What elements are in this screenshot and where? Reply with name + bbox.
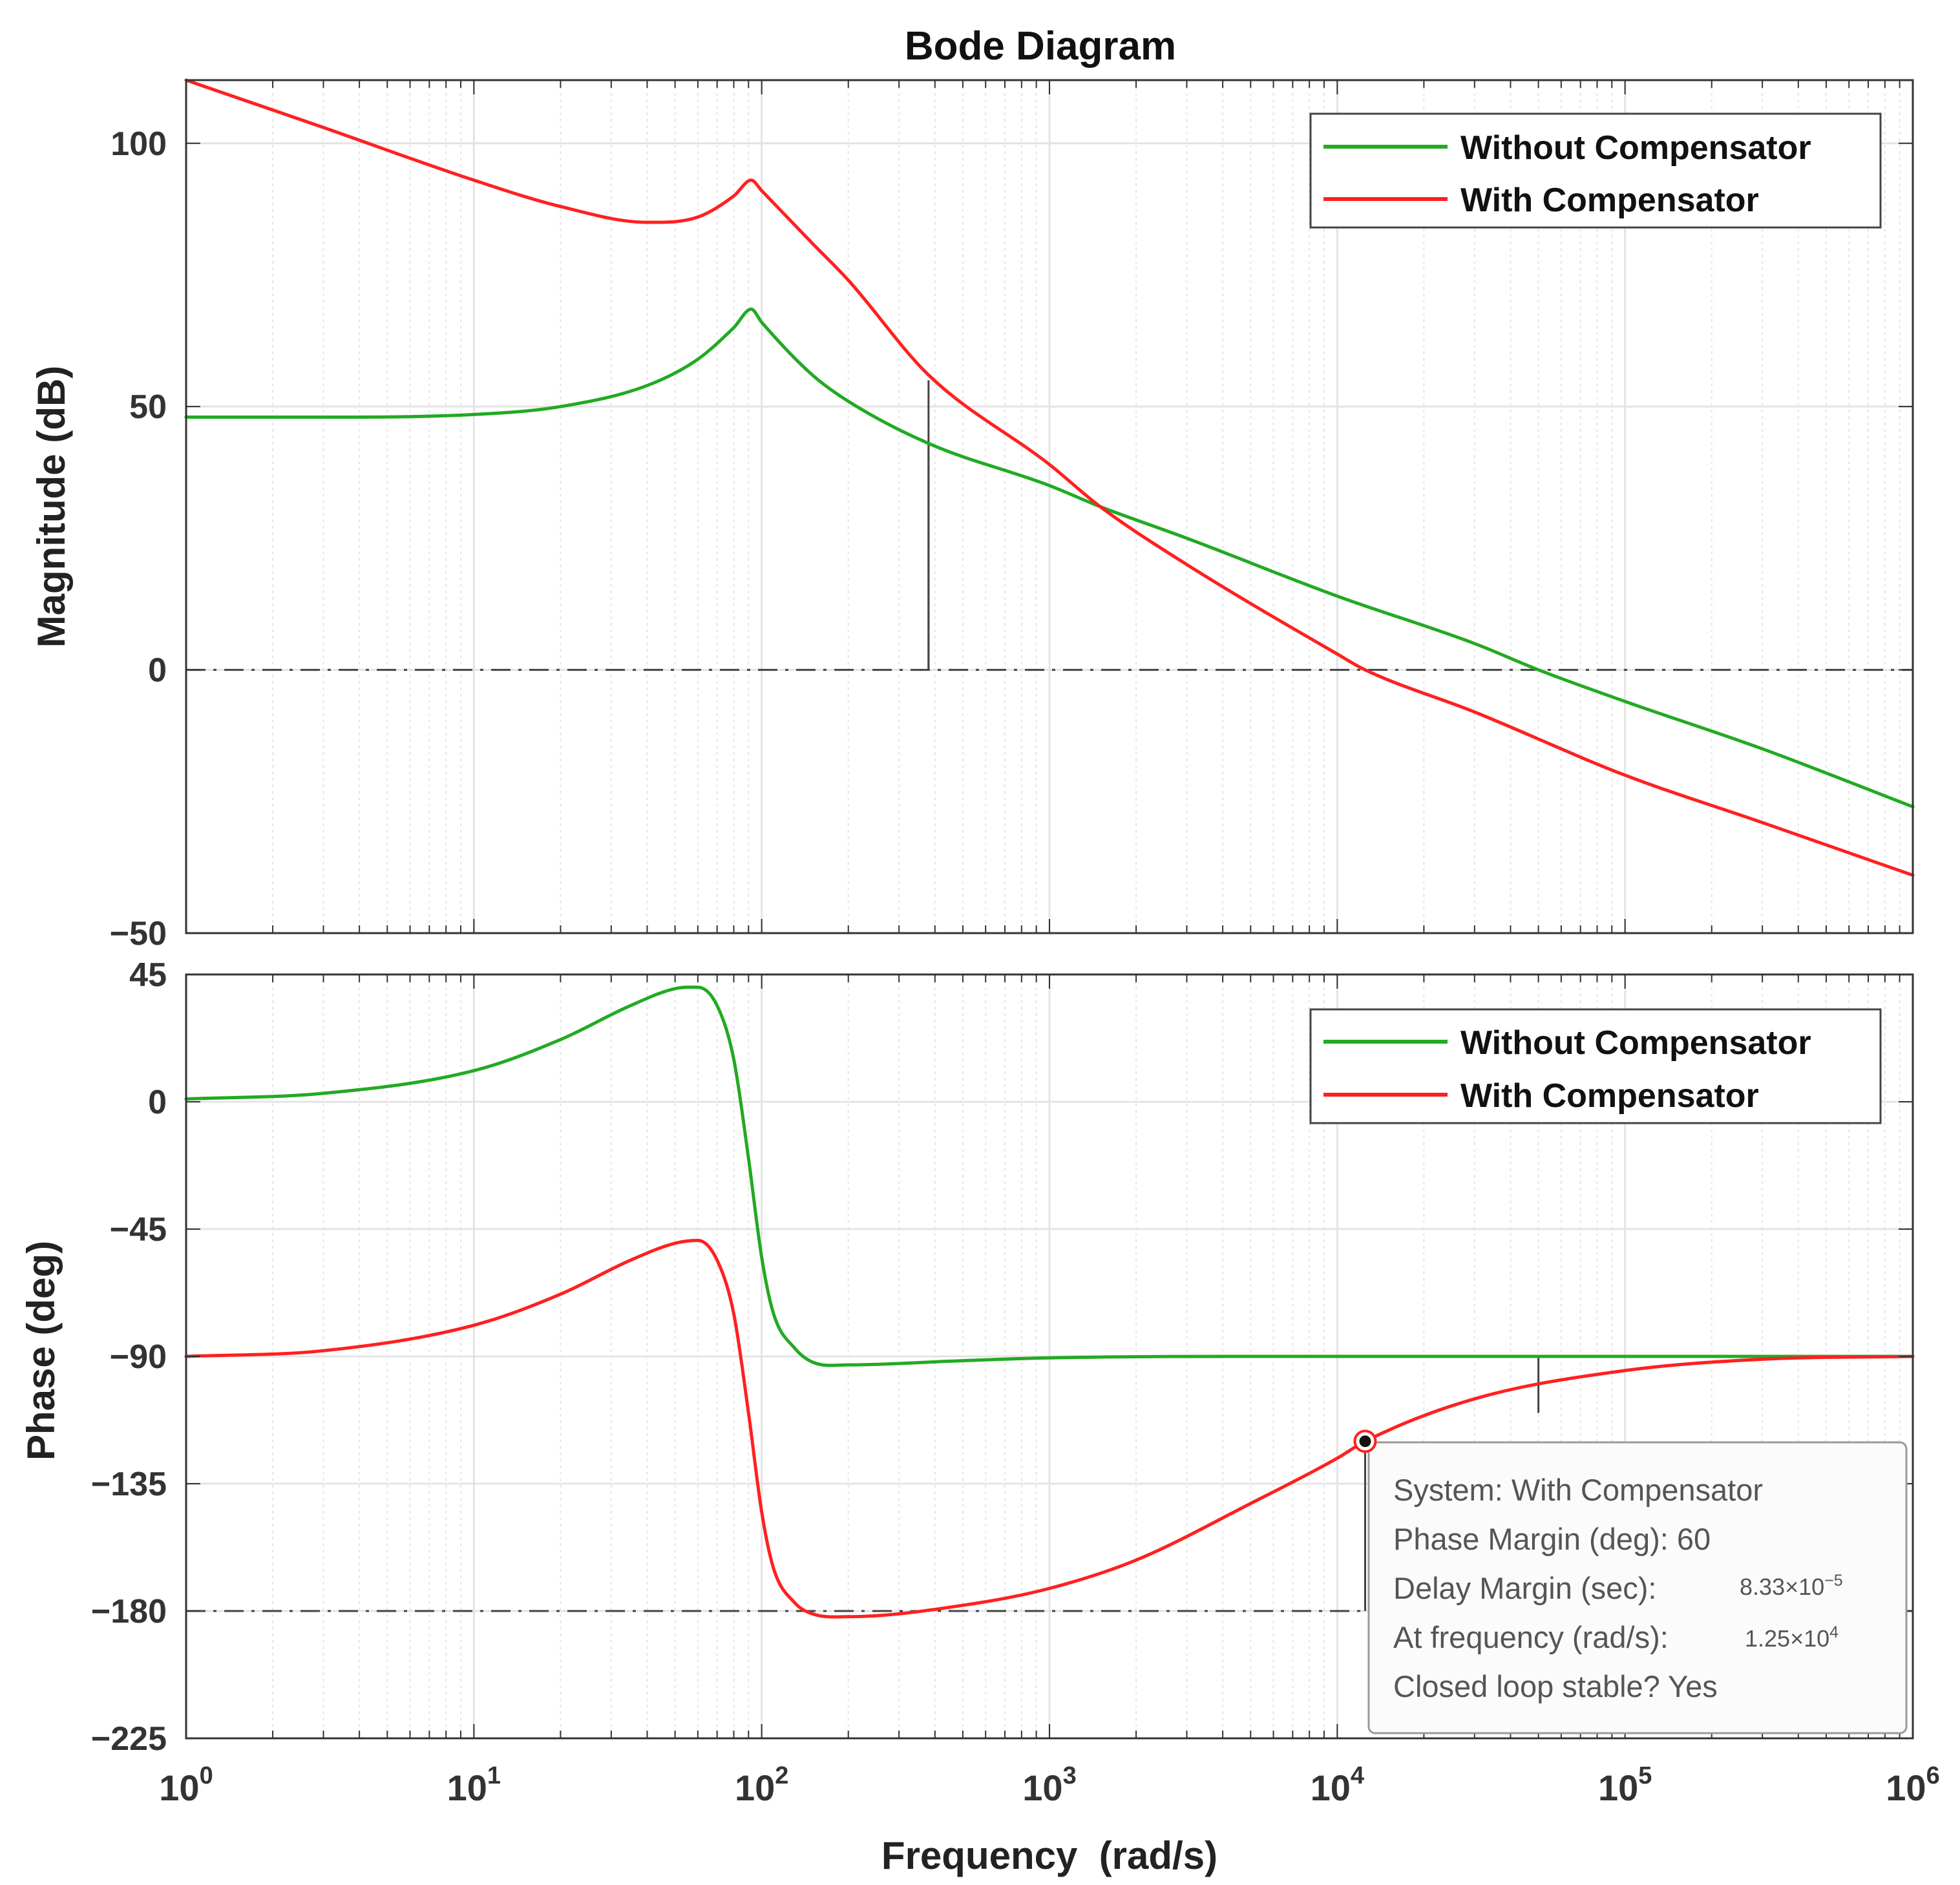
phase-ytick-labels: 45 0 −45 −90 −135 −180 −225 (91, 956, 167, 1758)
magnitude-legend-label-without: Without Compensator (1460, 129, 1811, 167)
magnitude-ylabel: Magnitude (dB) (30, 366, 73, 648)
phase-series (184, 985, 1915, 1619)
datatip-phase-margin: Phase Margin (deg): 60 (1393, 1522, 1711, 1556)
x-tick-exponent: 1 (487, 1762, 501, 1789)
y-tick-label: −180 (91, 1593, 167, 1630)
datatip-closed-loop-stable: Closed loop stable? Yes (1393, 1669, 1718, 1703)
figure-title: Bode Diagram (905, 24, 1176, 68)
y-tick-label: −225 (91, 1720, 167, 1758)
x-tick-base: 10 (1022, 1767, 1062, 1808)
datatip-marker-layer (1353, 1429, 1377, 1453)
phase-xtick-labels: 100 101 102 103 104 105 106 (159, 1762, 1939, 1808)
y-tick-label: 100 (111, 125, 167, 163)
datatip-frequency-exponent: 4 (1829, 1623, 1839, 1641)
phase-legend-label-without: Without Compensator (1460, 1024, 1811, 1062)
datatip-frequency-label: At frequency (rad/s): (1393, 1620, 1669, 1654)
phase-legend-label-with: With Compensator (1460, 1077, 1759, 1115)
magnitude-ticks (185, 80, 1913, 934)
x-tick-label: 105 (1598, 1762, 1652, 1808)
phase-ylabel: Phase (deg) (19, 1241, 63, 1460)
x-tick-label: 103 (1022, 1762, 1076, 1808)
datatip-box (1367, 1441, 1908, 1734)
datatip-marker-dot (1359, 1435, 1371, 1448)
x-tick-base: 10 (1886, 1767, 1926, 1808)
magnitude-legend: Without Compensator With Compensator (1309, 112, 1882, 229)
x-tick-base: 10 (159, 1767, 199, 1808)
with-compensator-phase-line[interactable] (184, 1239, 1915, 1619)
x-tick-exponent: 0 (200, 1762, 213, 1789)
magnitude-grid (186, 80, 1913, 933)
without-compensator-phase-line[interactable] (184, 985, 1915, 1367)
x-tick-label: 106 (1886, 1762, 1939, 1808)
phase-ticks (185, 974, 1913, 1739)
with-compensator-magnitude-line[interactable] (184, 78, 1915, 877)
datatip-frequency-value: 1.25×104 (1745, 1623, 1839, 1652)
x-tick-exponent: 6 (1926, 1762, 1940, 1789)
datatip-delay-margin-label: Delay Margin (sec): (1393, 1571, 1656, 1605)
y-tick-label: −45 (110, 1211, 167, 1248)
phase-panel: 450−45−90−135−180−225 100 101 102 103 104 105… (19, 956, 1940, 1877)
y-tick-label: 45 (129, 956, 167, 994)
x-tick-base: 10 (447, 1767, 487, 1808)
datatip-delay-margin-value: 8.33×10−5 (1740, 1572, 1843, 1600)
x-tick-exponent: 3 (1063, 1762, 1077, 1789)
y-tick-label: −135 (91, 1466, 167, 1503)
x-tick-exponent: 2 (775, 1762, 788, 1789)
x-tick-label: 100 (159, 1762, 213, 1808)
y-tick-label: −90 (110, 1338, 167, 1376)
magnitude-ytick-labels: 100 50 0 −50 (110, 125, 167, 953)
y-tick-label: 0 (148, 652, 167, 690)
datatip-frequency-mantissa: 1.25×10 (1745, 1625, 1829, 1652)
datatip-delay-margin-exponent: −5 (1824, 1572, 1843, 1590)
phase-margin-datatip[interactable]: System: With Compensator Phase Margin (d… (1367, 1441, 1908, 1734)
x-tick-exponent: 4 (1351, 1762, 1364, 1789)
x-tick-label: 101 (447, 1762, 501, 1808)
phase-legend-box (1309, 1008, 1882, 1124)
y-tick-label: 0 (148, 1084, 167, 1121)
y-tick-label: −50 (110, 915, 167, 953)
x-tick-exponent: 5 (1638, 1762, 1652, 1789)
magnitude-legend-label-with: With Compensator (1460, 182, 1759, 219)
magnitude-legend-box (1309, 112, 1882, 229)
frequency-xlabel: Frequency (rad/s) (881, 1834, 1217, 1877)
x-tick-base: 10 (735, 1767, 775, 1808)
without-compensator-magnitude-line[interactable] (184, 307, 1915, 808)
magnitude-series (184, 78, 1915, 877)
x-tick-label: 104 (1311, 1762, 1364, 1808)
x-tick-base: 10 (1311, 1767, 1351, 1808)
magnitude-panel: 100 50 0 −50 Magnitude (dB) Without Compens… (30, 78, 1915, 953)
x-tick-label: 102 (735, 1762, 788, 1808)
datatip-delay-margin-mantissa: 8.33×10 (1740, 1574, 1824, 1600)
datatip-system: System: With Compensator (1393, 1473, 1763, 1507)
y-tick-label: 50 (129, 388, 167, 426)
phase-legend: Without Compensator With Compensator (1309, 1008, 1882, 1124)
x-tick-base: 10 (1598, 1767, 1638, 1808)
